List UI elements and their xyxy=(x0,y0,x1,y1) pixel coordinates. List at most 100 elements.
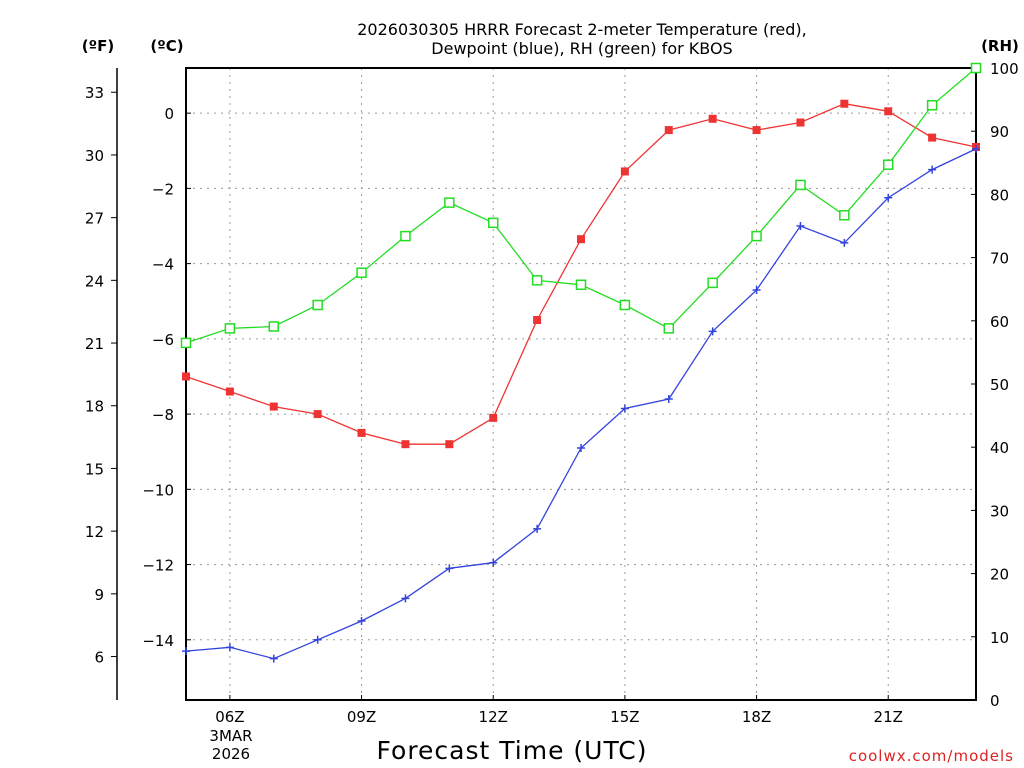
data-series xyxy=(180,62,982,663)
temperature-point xyxy=(182,372,190,381)
celsius-tick-label: 0 xyxy=(164,105,174,123)
gridlines xyxy=(186,68,976,700)
dewpoint-series xyxy=(182,144,980,663)
dewpoint-point xyxy=(577,443,585,452)
celsius-tick-label: −2 xyxy=(152,180,174,198)
x-tick-label: 09Z xyxy=(347,708,376,726)
celsius-tick-label: −14 xyxy=(142,632,174,650)
temperature-point xyxy=(445,440,454,449)
plot-frame xyxy=(185,67,977,701)
rh-tick-label: 90 xyxy=(990,123,1009,141)
temperature-point xyxy=(489,413,498,422)
fahrenheit-tick-label: 9 xyxy=(94,586,104,604)
rh-tick-label: 100 xyxy=(990,60,1019,78)
rh-point xyxy=(312,299,323,311)
dewpoint-point xyxy=(182,647,190,656)
dewpoint-line xyxy=(185,148,977,660)
celsius-tick-label: −10 xyxy=(142,481,174,499)
rh-tick-label: 40 xyxy=(990,439,1009,457)
dewpoint-point xyxy=(972,144,980,153)
rh-tick-label: 30 xyxy=(990,502,1009,520)
celsius-tick-label: −6 xyxy=(152,331,174,349)
temperature-point xyxy=(533,316,542,325)
dewpoint-point xyxy=(313,635,322,644)
rh-point xyxy=(795,179,806,191)
dewpoint-point xyxy=(664,395,673,404)
fahrenheit-tick-label: 33 xyxy=(85,84,104,102)
x-axis-label: Forecast Time (UTC) xyxy=(377,736,648,765)
rh-point xyxy=(444,197,455,208)
date-label-day: 3MAR xyxy=(209,727,252,745)
celsius-ticks: 0 −2 −4 −6 −8 −10 −12 −14 xyxy=(142,105,191,650)
celsius-tick-label: −4 xyxy=(152,256,174,274)
temperature-point xyxy=(577,235,585,244)
fahrenheit-tick-label: 6 xyxy=(94,649,104,667)
celsius-tick-label: −12 xyxy=(142,557,174,575)
temperature-line xyxy=(185,103,977,445)
rh-point xyxy=(839,210,850,221)
x-tick-label: 15Z xyxy=(610,708,639,726)
dewpoint-point xyxy=(708,327,717,336)
fahrenheit-tick-label: 18 xyxy=(85,398,104,416)
dewpoint-point xyxy=(620,404,629,413)
temperature-series xyxy=(182,99,980,449)
chart-title-line1: 2026030305 HRRR Forecast 2-meter Tempera… xyxy=(357,20,807,39)
rh-tick-label: 70 xyxy=(990,250,1009,268)
rh-point xyxy=(400,230,411,242)
rh-unit-label: (RH) xyxy=(981,37,1019,55)
temperature-point xyxy=(664,126,673,135)
dewpoint-point xyxy=(225,643,234,652)
temperature-point xyxy=(840,99,849,108)
dewpoint-point xyxy=(840,238,849,247)
fahrenheit-tick-label: 24 xyxy=(85,272,104,290)
dewpoint-point xyxy=(533,524,542,533)
axes xyxy=(116,67,977,701)
dewpoint-point xyxy=(884,193,893,202)
rh-point xyxy=(224,323,236,334)
dewpoint-point xyxy=(752,285,761,294)
x-tick-label: 18Z xyxy=(742,708,771,726)
dewpoint-point xyxy=(445,564,454,573)
temperature-point xyxy=(884,107,893,116)
fahrenheit-tick-label: 30 xyxy=(85,147,104,165)
rh-point xyxy=(531,275,543,286)
fahrenheit-tick-label: 21 xyxy=(85,335,104,353)
rh-point xyxy=(575,279,587,291)
rh-tick-label: 80 xyxy=(990,186,1009,204)
rh-tick-label: 50 xyxy=(990,376,1009,394)
rh-point xyxy=(180,337,192,349)
rh-point xyxy=(707,277,718,289)
dewpoint-point xyxy=(489,558,498,567)
chart-title-line2: Dewpoint (blue), RH (green) for KBOS xyxy=(431,39,732,58)
dewpoint-point xyxy=(357,617,366,625)
rh-tick-label: 10 xyxy=(990,629,1009,647)
rh-tick-label: 60 xyxy=(990,313,1009,331)
x-tick-label: 21Z xyxy=(874,708,903,726)
x-tick-label: 06Z xyxy=(215,708,244,726)
celsius-unit-label: (ºC) xyxy=(150,37,183,55)
rh-tick-label: 20 xyxy=(990,566,1009,584)
rh-point xyxy=(619,299,631,311)
credit-text: coolwx.com/models xyxy=(849,747,1014,765)
fahrenheit-tick-label: 12 xyxy=(85,523,104,541)
fahrenheit-unit-label: (ºF) xyxy=(82,37,114,55)
dewpoint-point xyxy=(401,594,410,603)
temperature-point xyxy=(928,133,937,142)
temperature-point xyxy=(796,118,805,127)
rh-line xyxy=(185,67,977,344)
x-ticks: 06Z 09Z 12Z 15Z 18Z 21Z xyxy=(215,695,903,726)
rh-point xyxy=(487,217,499,229)
x-tick-label: 12Z xyxy=(479,708,508,726)
dewpoint-point xyxy=(269,654,278,663)
rh-point xyxy=(663,323,675,334)
date-label-year: 2026 xyxy=(212,745,250,763)
temperature-point xyxy=(708,114,717,123)
rh-point xyxy=(926,100,938,111)
temperature-point xyxy=(620,167,629,176)
rh-point xyxy=(882,159,894,170)
rh-point xyxy=(970,62,982,74)
dewpoint-point xyxy=(796,222,805,230)
temperature-point xyxy=(401,440,410,449)
